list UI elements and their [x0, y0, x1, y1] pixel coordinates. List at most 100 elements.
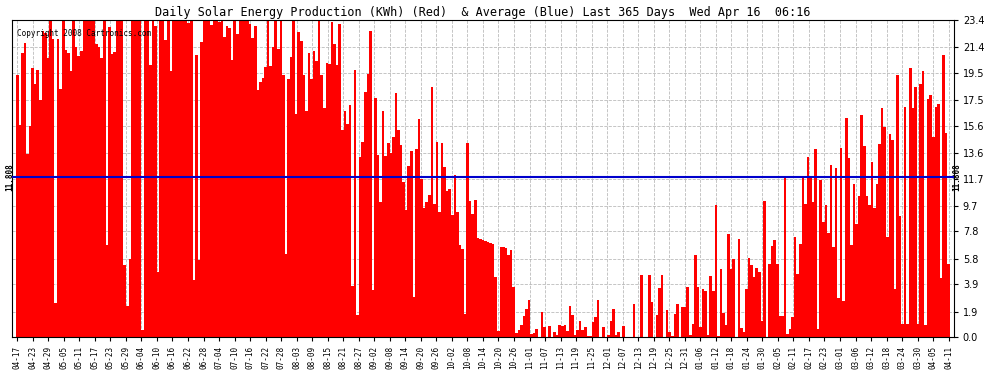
Bar	[942, 55, 944, 337]
Text: 11.808: 11.808	[951, 163, 961, 191]
Bar	[927, 99, 930, 337]
Bar	[182, 20, 185, 337]
Bar	[533, 333, 536, 337]
Bar	[34, 84, 37, 337]
Bar	[369, 32, 371, 337]
Bar	[264, 67, 266, 337]
Bar	[697, 287, 699, 337]
Bar	[944, 133, 947, 337]
Bar	[476, 238, 479, 337]
Bar	[285, 254, 287, 337]
Bar	[742, 332, 745, 337]
Bar	[925, 326, 927, 337]
Bar	[492, 244, 494, 337]
Bar	[691, 324, 694, 337]
Bar	[917, 324, 920, 337]
Bar	[458, 245, 461, 337]
Bar	[584, 327, 587, 337]
Bar	[484, 241, 487, 337]
Bar	[300, 41, 303, 337]
Bar	[881, 108, 883, 337]
Bar	[172, 20, 174, 337]
Bar	[673, 314, 676, 337]
Bar	[878, 144, 881, 337]
Bar	[19, 125, 21, 337]
Bar	[371, 290, 374, 337]
Bar	[51, 39, 54, 337]
Bar	[144, 20, 147, 337]
Bar	[121, 20, 124, 337]
Bar	[113, 52, 116, 337]
Bar	[922, 71, 925, 337]
Bar	[364, 92, 366, 337]
Bar	[633, 304, 636, 337]
Bar	[789, 330, 791, 337]
Bar	[597, 300, 599, 337]
Bar	[935, 106, 938, 337]
Bar	[37, 70, 39, 337]
Bar	[865, 196, 868, 337]
Bar	[142, 330, 144, 337]
Bar	[845, 117, 847, 337]
Bar	[525, 309, 528, 337]
Bar	[415, 149, 418, 337]
Bar	[776, 264, 778, 337]
Bar	[660, 274, 663, 337]
Bar	[576, 330, 579, 337]
Bar	[615, 335, 618, 337]
Bar	[528, 300, 531, 337]
Bar	[466, 143, 469, 337]
Bar	[556, 335, 558, 337]
Bar	[889, 134, 891, 337]
Bar	[741, 328, 742, 337]
Bar	[602, 327, 605, 337]
Bar	[80, 51, 82, 337]
Bar	[553, 333, 556, 337]
Bar	[408, 166, 410, 337]
Bar	[868, 206, 870, 337]
Bar	[129, 259, 131, 337]
Bar	[886, 237, 889, 337]
Bar	[827, 233, 830, 337]
Bar	[860, 115, 863, 337]
Bar	[279, 20, 282, 337]
Bar	[502, 248, 505, 337]
Bar	[218, 22, 221, 337]
Bar	[745, 289, 747, 337]
Bar	[261, 78, 264, 337]
Bar	[901, 324, 904, 337]
Bar	[804, 204, 807, 337]
Bar	[771, 246, 773, 337]
Bar	[650, 302, 653, 337]
Bar	[561, 326, 563, 337]
Bar	[623, 326, 625, 337]
Bar	[671, 336, 673, 337]
Bar	[433, 204, 436, 337]
Bar	[717, 336, 720, 337]
Bar	[876, 184, 878, 337]
Bar	[456, 212, 458, 337]
Bar	[221, 20, 223, 337]
Bar	[830, 165, 833, 337]
Bar	[870, 162, 873, 337]
Bar	[852, 184, 855, 337]
Bar	[361, 141, 364, 337]
Bar	[154, 26, 156, 337]
Bar	[39, 100, 42, 337]
Bar	[494, 278, 497, 337]
Bar	[384, 156, 387, 337]
Bar	[850, 245, 852, 337]
Bar	[444, 167, 446, 337]
Bar	[198, 260, 200, 337]
Bar	[428, 195, 431, 337]
Bar	[461, 249, 463, 337]
Bar	[119, 20, 121, 337]
Bar	[346, 124, 348, 337]
Bar	[277, 49, 279, 337]
Bar	[287, 79, 290, 337]
Bar	[681, 307, 684, 337]
Bar	[594, 317, 597, 337]
Bar	[344, 111, 346, 337]
Bar	[847, 158, 850, 337]
Bar	[405, 210, 408, 337]
